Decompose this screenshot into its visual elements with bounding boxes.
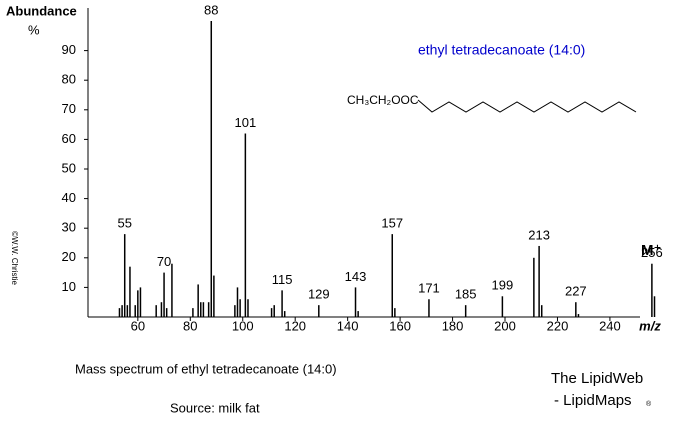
peak-label: 256 bbox=[641, 245, 663, 260]
x-tick-label: 240 bbox=[599, 318, 621, 333]
chart-title: ethyl tetradecanoate (14:0) bbox=[418, 42, 585, 58]
structure-label: CH₃CH₂OOC bbox=[347, 93, 419, 107]
y-tick-label: 40 bbox=[62, 190, 76, 205]
peak-label: 115 bbox=[272, 272, 293, 287]
molecular-ion-label: M⁺ bbox=[641, 242, 661, 259]
peak-label: 129 bbox=[308, 287, 330, 302]
y-tick-label: 30 bbox=[62, 220, 76, 235]
copyright: ©W.W. Christie bbox=[10, 231, 19, 285]
x-tick-label: 120 bbox=[284, 318, 306, 333]
y-tick-label: 10 bbox=[62, 279, 76, 294]
y-tick-label: 60 bbox=[62, 131, 76, 146]
x-tick-label: 160 bbox=[389, 318, 411, 333]
x-tick-label: 140 bbox=[337, 318, 359, 333]
x-tick-label: 220 bbox=[547, 318, 569, 333]
peak-label: 55 bbox=[117, 216, 131, 231]
peak-label: 88 bbox=[204, 2, 218, 17]
y-tick-label: 80 bbox=[62, 72, 76, 87]
peak-label: 70 bbox=[157, 254, 171, 269]
y-tick-label: 50 bbox=[62, 160, 76, 175]
x-axis-label: m/z bbox=[639, 318, 661, 333]
peak-label: 171 bbox=[418, 281, 440, 296]
peak-label: 101 bbox=[235, 115, 257, 130]
alkyl-chain bbox=[417, 99, 637, 113]
caption: Mass spectrum of ethyl tetradecanoate (1… bbox=[75, 361, 337, 376]
y-tick-label: 20 bbox=[62, 249, 76, 264]
y-axis-label: Abundance bbox=[6, 3, 77, 18]
x-tick-label: 60 bbox=[131, 318, 145, 333]
credit-line: The LipidWeb bbox=[551, 370, 643, 387]
credit-line: - LipidMaps bbox=[554, 392, 632, 409]
x-tick-label: 100 bbox=[232, 318, 254, 333]
peak-label: 143 bbox=[345, 269, 367, 284]
peak-label: 199 bbox=[492, 278, 514, 293]
y-tick-label: 70 bbox=[62, 101, 76, 116]
y-axis-unit: % bbox=[28, 22, 40, 37]
x-tick-label: 200 bbox=[494, 318, 516, 333]
peak-label: 185 bbox=[455, 287, 477, 302]
peak-label: 157 bbox=[381, 216, 403, 231]
source: Source: milk fat bbox=[170, 400, 260, 415]
peak-label: 227 bbox=[565, 284, 587, 299]
peak-label: 213 bbox=[528, 227, 550, 242]
x-tick-label: 180 bbox=[442, 318, 464, 333]
x-tick-label: 80 bbox=[183, 318, 197, 333]
credit-mark: ® bbox=[646, 400, 652, 408]
y-tick-label: 90 bbox=[62, 42, 76, 57]
